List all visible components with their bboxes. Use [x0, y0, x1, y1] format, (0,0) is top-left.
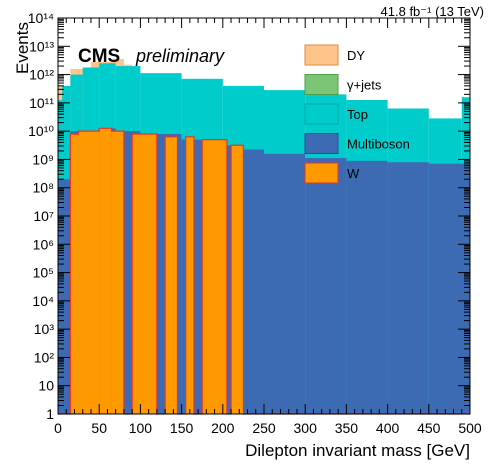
y-tick-label-2: 10² [34, 349, 55, 365]
legend-swatch-multiboson [304, 133, 339, 154]
w-bar-6 [132, 133, 157, 414]
y-axis-title: Events [13, 22, 32, 74]
x-tick-label-6: 300 [294, 420, 318, 436]
y-axis-ticks: 1 10 10² 10³ 10⁴ 10⁵ 10⁶ 10⁷ 10⁸ 10⁹ 10¹⁰ 10¹¹ 10¹² 1… [28, 10, 470, 422]
x-tick-label-10: 500 [458, 420, 482, 436]
y-tick-label-9: 10⁹ [32, 151, 54, 167]
legend-label-jets: γ+jets [347, 78, 382, 93]
w-bar-1 [70, 133, 79, 414]
x-axis-ticks: 0 50 100 150 200 250 300 350 400 450 500 [54, 18, 482, 436]
legend-swatch-top [304, 103, 339, 125]
x-tick-label-2: 100 [129, 420, 153, 436]
y-tick-label-3: 10³ [34, 321, 55, 337]
legend-label-top: Top [347, 107, 368, 122]
legend-label-w: W [347, 166, 360, 181]
multiboson-bar-9 [305, 158, 347, 414]
multiboson-bar-12 [428, 163, 470, 414]
w-bar-3 [99, 128, 112, 415]
x-tick-label-8: 400 [376, 420, 400, 436]
x-tick-label-5: 250 [252, 420, 276, 436]
y-tick-label-11: 10¹¹ [29, 95, 54, 111]
legend-label-multiboson: Multiboson [347, 137, 410, 152]
multiboson-bar-0 [58, 179, 71, 414]
legend-swatch-dy [304, 44, 339, 66]
cms-label: CMS [78, 46, 120, 67]
w-outline [58, 127, 470, 415]
y-tick-label-1: 10 [38, 378, 54, 394]
legend: DY γ+jets Top Multiboson W [304, 44, 410, 184]
multiboson-bar-11 [387, 162, 429, 414]
x-tick-label-0: 0 [54, 420, 62, 436]
y-tick-label-13: 10¹³ [29, 38, 54, 54]
y-tick-label-4: 10⁴ [32, 293, 54, 309]
legend-swatch-w [304, 162, 339, 184]
y-tick-label-14: 10¹⁴ [28, 10, 54, 26]
w-bar-4 [111, 131, 124, 414]
w-bars [58, 127, 470, 415]
legend-swatch-jets [304, 74, 339, 95]
x-tick-label-4: 200 [211, 420, 235, 436]
x-tick-label-7: 350 [335, 420, 359, 436]
legend-label-dy: DY [347, 48, 365, 63]
w-bar-8 [165, 136, 178, 415]
w-bar-10 [185, 136, 194, 415]
preliminary-label: preliminary [135, 46, 225, 66]
y-tick-label-6: 10⁶ [33, 236, 54, 252]
y-tick-label-5: 10⁵ [33, 265, 54, 281]
multiboson-bar-10 [346, 160, 388, 414]
w-bar-2 [78, 131, 100, 414]
y-tick-label-8: 10⁸ [33, 180, 55, 196]
w-bar-14 [231, 145, 244, 415]
x-axis-title: Dilepton invariant mass [GeV] [245, 441, 470, 460]
x-tick-label-9: 450 [417, 420, 441, 436]
multiboson-bar-8 [264, 153, 306, 414]
lumi-label: 41.8 fb⁻¹ (13 TeV) [381, 4, 484, 19]
y-tick-label-10: 10¹⁰ [28, 123, 54, 139]
y-tick-label-0: 1 [46, 406, 54, 422]
y-tick-label-7: 10⁷ [33, 208, 54, 224]
y-tick-label-12: 10¹² [29, 67, 54, 83]
w-bar-12 [202, 139, 227, 414]
x-tick-label-1: 50 [91, 420, 107, 436]
multiboson-bar-7 [243, 149, 264, 414]
x-tick-label-3: 150 [170, 420, 194, 436]
